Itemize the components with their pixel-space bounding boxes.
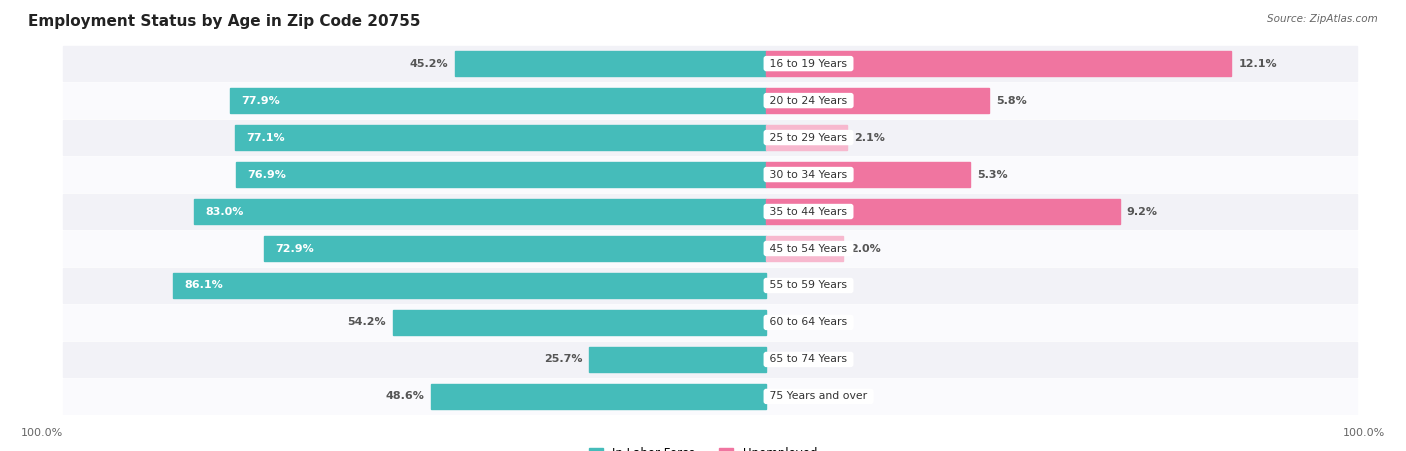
Text: 45 to 54 Years: 45 to 54 Years [766, 244, 851, 253]
Bar [63, 46, 1357, 81]
Text: 48.6%: 48.6% [385, 391, 425, 401]
Bar [63, 231, 1357, 266]
Text: 5.8%: 5.8% [997, 96, 1026, 106]
Bar [63, 379, 1357, 414]
Bar [589, 347, 766, 372]
Bar [63, 342, 1357, 377]
Bar [63, 268, 1357, 303]
Text: 55 to 59 Years: 55 to 59 Years [766, 281, 851, 290]
Bar [229, 88, 766, 113]
Text: 100.0%: 100.0% [1343, 428, 1385, 438]
Bar [63, 305, 1357, 340]
Text: 35 to 44 Years: 35 to 44 Years [766, 207, 851, 216]
Text: 77.1%: 77.1% [246, 133, 285, 143]
Text: 100.0%: 100.0% [21, 428, 63, 438]
Text: 75 Years and over: 75 Years and over [766, 391, 870, 401]
Text: Employment Status by Age in Zip Code 20755: Employment Status by Age in Zip Code 207… [28, 14, 420, 28]
Text: 30 to 34 Years: 30 to 34 Years [766, 170, 851, 179]
Bar [766, 236, 844, 261]
Bar [236, 162, 766, 187]
Text: 2.0%: 2.0% [851, 244, 882, 253]
Text: 77.9%: 77.9% [240, 96, 280, 106]
Legend: In Labor Force, Unemployed: In Labor Force, Unemployed [583, 442, 823, 451]
Text: 25.7%: 25.7% [544, 354, 582, 364]
Text: 20 to 24 Years: 20 to 24 Years [766, 96, 851, 106]
Bar [173, 273, 766, 298]
Text: 2.1%: 2.1% [853, 133, 884, 143]
Text: 65 to 74 Years: 65 to 74 Years [766, 354, 851, 364]
Text: 0.0%: 0.0% [773, 354, 804, 364]
Bar [456, 51, 766, 76]
Bar [432, 384, 766, 409]
Text: 83.0%: 83.0% [205, 207, 245, 216]
Text: 16 to 19 Years: 16 to 19 Years [766, 59, 851, 69]
Bar [194, 199, 766, 224]
Text: 0.0%: 0.0% [773, 391, 804, 401]
Text: 0.0%: 0.0% [773, 318, 804, 327]
Text: Source: ZipAtlas.com: Source: ZipAtlas.com [1267, 14, 1378, 23]
Bar [63, 83, 1357, 118]
Text: 12.1%: 12.1% [1239, 59, 1277, 69]
Text: 54.2%: 54.2% [347, 318, 385, 327]
Text: 86.1%: 86.1% [184, 281, 224, 290]
Bar [63, 120, 1357, 155]
Bar [766, 88, 990, 113]
Text: 0.0%: 0.0% [773, 281, 804, 290]
Text: 76.9%: 76.9% [247, 170, 287, 179]
Bar [392, 310, 766, 335]
Bar [766, 162, 970, 187]
Text: 60 to 64 Years: 60 to 64 Years [766, 318, 851, 327]
Bar [235, 125, 766, 150]
Text: 72.9%: 72.9% [276, 244, 314, 253]
Bar [766, 199, 1119, 224]
Bar [766, 125, 846, 150]
Bar [766, 51, 1232, 76]
Text: 9.2%: 9.2% [1126, 207, 1159, 216]
Bar [264, 236, 766, 261]
Text: 5.3%: 5.3% [977, 170, 1008, 179]
Bar [63, 194, 1357, 229]
Text: 25 to 29 Years: 25 to 29 Years [766, 133, 851, 143]
Text: 45.2%: 45.2% [409, 59, 449, 69]
Bar [63, 157, 1357, 192]
